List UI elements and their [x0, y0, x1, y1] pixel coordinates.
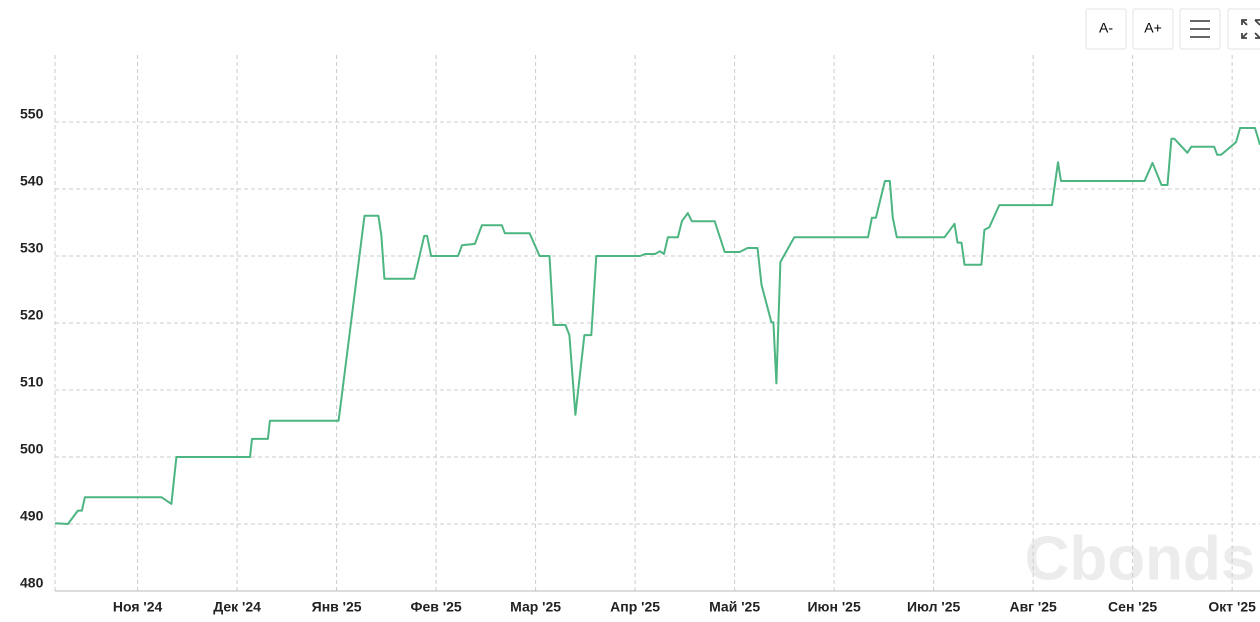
price-line — [54, 127, 1260, 525]
menu-icon — [1190, 20, 1210, 38]
x-tick-label: Фев '25 — [411, 599, 462, 615]
y-tick-label: 540 — [20, 173, 44, 189]
y-tick-label: 500 — [20, 441, 44, 457]
x-tick-label: Ноя '24 — [113, 599, 163, 615]
y-tick-label: 490 — [20, 508, 44, 524]
x-tick-label: Авг '25 — [1009, 599, 1057, 615]
x-tick-label: Июл '25 — [907, 599, 961, 615]
button-label: A+ — [1144, 20, 1162, 36]
button-frame — [1132, 8, 1174, 50]
x-tick-label: Сен '25 — [1108, 599, 1157, 615]
x-tick-label: Дек '24 — [213, 599, 261, 615]
menu-button[interactable] — [1179, 8, 1221, 50]
fullscreen-icon — [1241, 19, 1260, 39]
x-tick-label: Май '25 — [709, 599, 760, 615]
font-decrease-button[interactable]: A- — [1085, 8, 1127, 50]
font-increase-button[interactable]: A+ — [1132, 8, 1174, 50]
x-tick-label: Апр '25 — [610, 599, 660, 615]
x-tick-label: Июн '25 — [807, 599, 860, 615]
fullscreen-button[interactable] — [1227, 8, 1260, 50]
button-frame — [1227, 8, 1260, 50]
y-tick-label: 550 — [20, 106, 44, 122]
x-tick-label: Янв '25 — [312, 599, 362, 615]
y-tick-label: 520 — [20, 307, 44, 323]
y-tick-label: 530 — [20, 240, 44, 256]
y-tick-label: 510 — [20, 374, 44, 390]
y-tick-label: 480 — [20, 575, 44, 591]
x-tick-label: Мар '25 — [510, 599, 561, 615]
watermark: Cbonds — [1025, 524, 1256, 593]
x-tick-label: Окт '25 — [1208, 599, 1256, 615]
button-frame — [1085, 8, 1127, 50]
button-label: A- — [1099, 20, 1113, 36]
